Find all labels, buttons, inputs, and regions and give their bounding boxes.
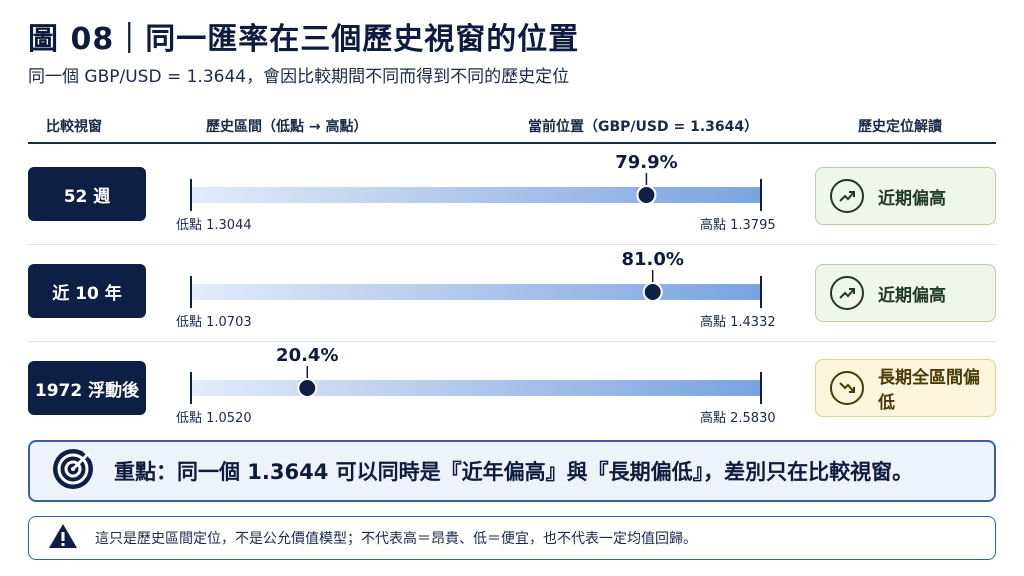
disclaimer-text: 這只是歷史區間定位，不是公允價值模型；不代表高＝昂貴、低＝便宜，也不代表一定均值…: [95, 531, 697, 547]
window-tag-10y: 近 10 年: [28, 264, 146, 318]
row-separator: [28, 244, 996, 245]
trend-up-icon: [830, 179, 864, 213]
position-marker: [297, 378, 318, 398]
warning-icon: [47, 522, 79, 554]
row-low-label: 低點 1.3044: [176, 218, 252, 233]
row-high-label: 高點 1.3795: [700, 218, 776, 233]
status-badge: 近期偏高: [815, 167, 996, 225]
column-header-position: 當前位置（GBP/USD = 1.3644）: [528, 119, 759, 135]
position-marker: [642, 282, 663, 302]
keypoint-text: 重點：同一個 1.3644 可以同時是『近年偏高』與『長期偏低』，差別只在比較視…: [114, 460, 914, 484]
disclaimer-box: 這只是歷史區間定位，不是公允價值模型；不代表高＝昂貴、低＝便宜，也不代表一定均值…: [28, 516, 996, 560]
status-text: 近期偏高: [878, 188, 946, 209]
row-high-label: 高點 2.5830: [700, 411, 776, 426]
range-bar: [191, 380, 761, 396]
status-text: 長期全區間偏低: [878, 368, 980, 413]
column-header-reading: 歷史定位解讀: [858, 119, 942, 135]
row-low-label: 低點 1.0520: [176, 411, 252, 426]
column-header-range: 歷史區間（低點 → 高點）: [206, 119, 368, 135]
target-icon: [50, 446, 96, 496]
range-bar: [191, 187, 761, 203]
header-rule: [28, 142, 996, 144]
row-low-label: 低點 1.0703: [176, 315, 252, 330]
status-text: 近期偏高: [878, 285, 946, 306]
keypoint-box: 重點：同一個 1.3644 可以同時是『近年偏高』與『長期偏低』，差別只在比較視…: [28, 440, 996, 502]
range-bar: [191, 284, 761, 300]
window-tag-52w: 52 週: [28, 167, 146, 221]
column-header-window: 比較視窗: [46, 119, 102, 135]
position-percent-label: 81.0%: [621, 249, 683, 270]
position-marker: [636, 185, 657, 205]
page-subtitle: 同一個 GBP/USD = 1.3644，會因比較期間不同而得到不同的歷史定位: [28, 67, 570, 87]
position-percent-label: 20.4%: [276, 345, 338, 366]
status-badge: 近期偏高: [815, 264, 996, 322]
position-percent-label: 79.9%: [615, 152, 677, 173]
page-title: 圖 08｜同一匯率在三個歷史視窗的位置: [28, 22, 580, 57]
window-tag-1972: 1972 浮動後: [28, 361, 146, 415]
row-separator: [28, 341, 996, 342]
status-badge: 長期全區間偏低: [815, 359, 996, 417]
trend-down-icon: [830, 371, 864, 405]
trend-up-icon: [830, 276, 864, 310]
row-high-label: 高點 1.4332: [700, 315, 776, 330]
